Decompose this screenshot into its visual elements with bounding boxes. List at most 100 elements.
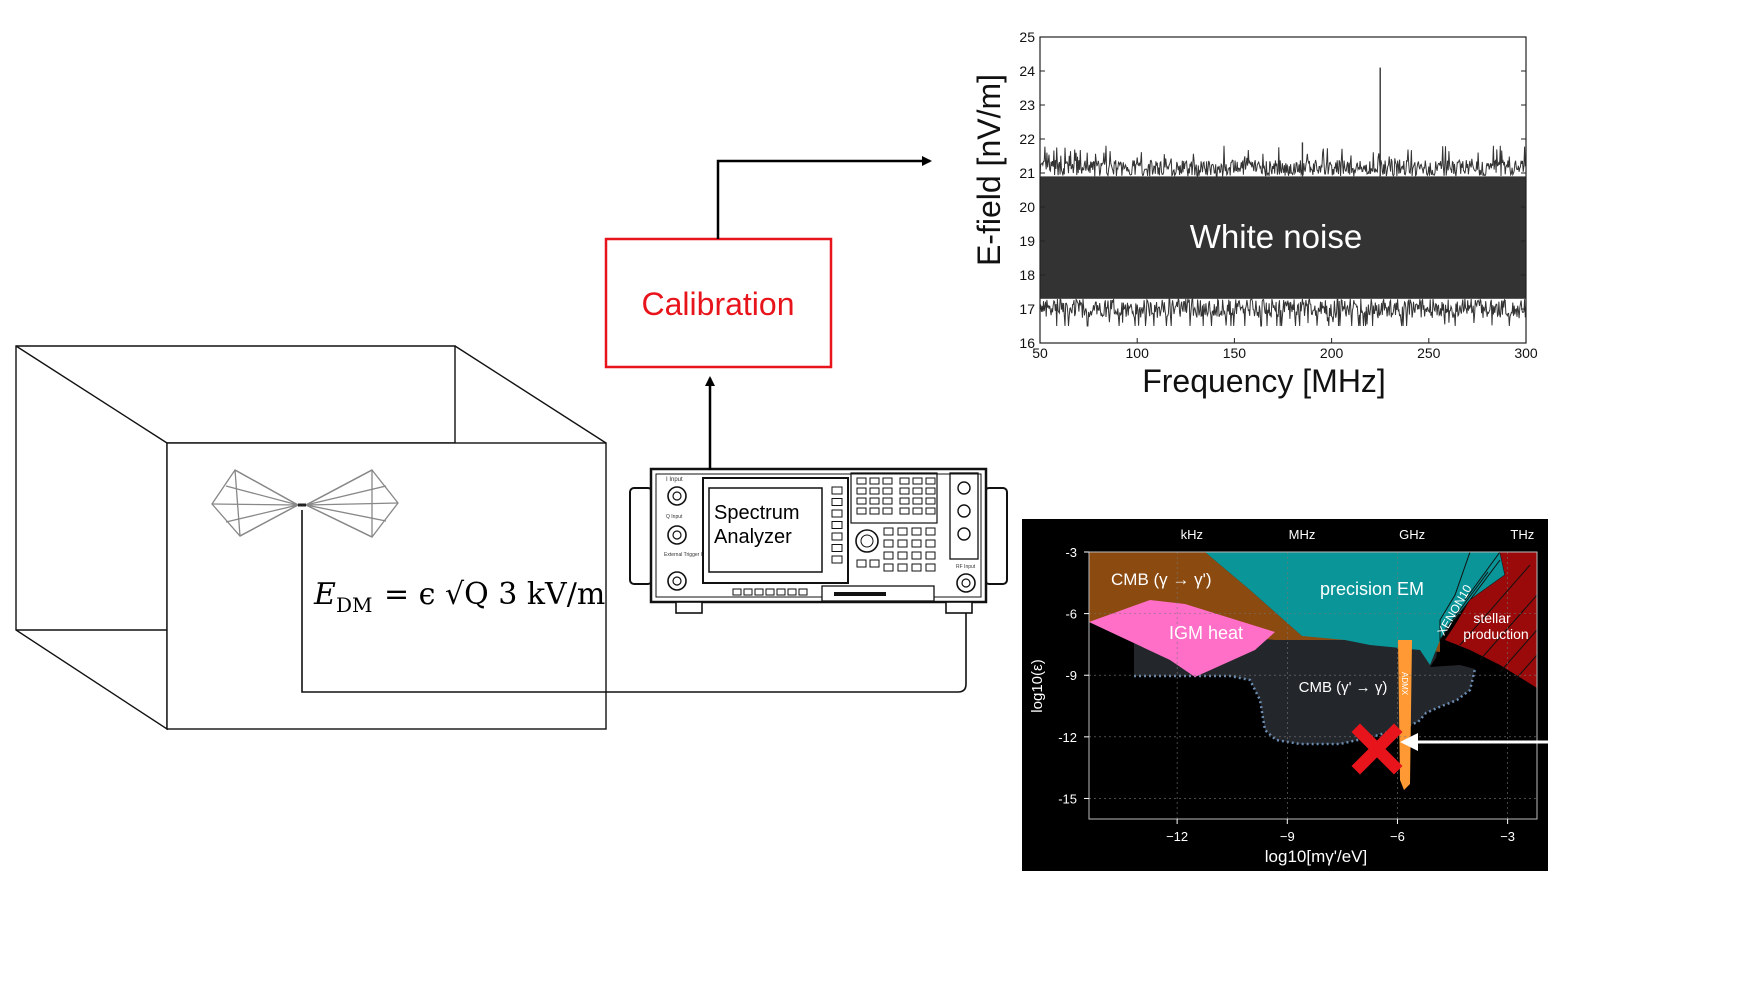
keypad-button[interactable]: [899, 507, 910, 515]
rf-input-port-icon[interactable]: [956, 573, 976, 593]
softkey-button[interactable]: [831, 544, 843, 552]
bottom-button[interactable]: [754, 588, 764, 596]
numeric-key[interactable]: [911, 551, 922, 560]
numeric-key[interactable]: [897, 551, 908, 560]
white-arrow-icon: [1400, 733, 1548, 751]
keypad-button[interactable]: [925, 497, 936, 505]
keypad-button[interactable]: [882, 487, 893, 495]
noise-y-tick-label: 22: [1019, 131, 1035, 147]
analyzer-right-foot: [945, 601, 973, 614]
nav-key[interactable]: [856, 559, 867, 568]
keypad-button[interactable]: [856, 507, 867, 515]
exclusion-plot-frame: [1088, 551, 1538, 820]
keypad-button[interactable]: [869, 487, 880, 495]
keypad-button[interactable]: [856, 477, 867, 485]
keypad-button[interactable]: [912, 497, 923, 505]
keypad-button[interactable]: [869, 497, 880, 505]
exclusion-top-axis-label: kHz: [1181, 527, 1203, 542]
keypad-button[interactable]: [925, 487, 936, 495]
bottom-button[interactable]: [776, 588, 786, 596]
bottom-button[interactable]: [732, 588, 742, 596]
aux-port-2-icon[interactable]: [957, 504, 971, 518]
numeric-key[interactable]: [883, 539, 894, 548]
exclusion-top-axis-label: GHz: [1399, 527, 1425, 542]
exclusion-y-tick-label: -6: [1065, 607, 1077, 622]
analyzer-bottom-buttons[interactable]: [732, 588, 808, 596]
softkey-button[interactable]: [831, 555, 843, 564]
white-noise-annotation: White noise: [1190, 218, 1362, 255]
numeric-key[interactable]: [897, 527, 908, 536]
noise-y-tick-label: 17: [1019, 301, 1035, 317]
i-input-port-icon[interactable]: [667, 486, 687, 506]
keypad-button[interactable]: [912, 487, 923, 495]
keypad-button[interactable]: [899, 497, 910, 505]
exclusion-y-axis-label: log10(ε): [1029, 659, 1046, 712]
noise-trace: [1040, 67, 1526, 327]
numeric-key[interactable]: [925, 527, 936, 536]
numeric-key[interactable]: [911, 563, 922, 572]
exclusion-top-axis-label: MHz: [1289, 527, 1316, 542]
keypad-button[interactable]: [925, 477, 936, 485]
numeric-key[interactable]: [911, 527, 922, 536]
numeric-key[interactable]: [883, 527, 894, 536]
keypad-button[interactable]: [912, 507, 923, 515]
exclusion-x-tick-label: −6: [1390, 829, 1405, 844]
keypad-button[interactable]: [869, 507, 880, 515]
numeric-key[interactable]: [925, 539, 936, 548]
analyzer-drive-opening: [834, 592, 886, 596]
softkey-button[interactable]: [831, 532, 843, 541]
numeric-key[interactable]: [883, 551, 894, 560]
noise-y-tick-label: 23: [1019, 97, 1035, 113]
trigger-port-icon[interactable]: [667, 571, 687, 591]
softkey-button[interactable]: [831, 486, 843, 495]
bottom-button[interactable]: [798, 588, 808, 596]
keypad-button[interactable]: [925, 507, 936, 515]
keypad-button[interactable]: [899, 487, 910, 495]
aux-port-3-icon[interactable]: [957, 527, 971, 541]
numeric-key[interactable]: [925, 563, 936, 572]
keypad-button[interactable]: [856, 497, 867, 505]
q-input-port-icon[interactable]: [667, 525, 687, 545]
keypad-button[interactable]: [882, 477, 893, 485]
numeric-key[interactable]: [897, 563, 908, 572]
shielded-enclosure: [15, 345, 607, 731]
analyzer-screen: [708, 487, 823, 573]
keypad-button[interactable]: [882, 497, 893, 505]
exclusion-x-tick-label: −3: [1500, 829, 1515, 844]
keypad-button[interactable]: [869, 477, 880, 485]
softkey-button[interactable]: [831, 521, 843, 529]
softkey-button[interactable]: [831, 509, 843, 518]
numeric-key[interactable]: [911, 539, 922, 548]
numeric-key[interactable]: [925, 551, 936, 560]
spectrum-analyzer[interactable]: I Input Q Input External Trigger Input S…: [629, 467, 1008, 614]
nav-key[interactable]: [869, 559, 880, 568]
numeric-key[interactable]: [883, 563, 894, 572]
keypad-button[interactable]: [899, 477, 910, 485]
noise-y-tick-label: 19: [1019, 233, 1035, 249]
numeric-key[interactable]: [897, 539, 908, 548]
exclusion-x-tick-label: −9: [1280, 829, 1295, 844]
analyzer-keypad[interactable]: [856, 477, 936, 572]
calibration-label: Calibration: [642, 286, 795, 322]
bottom-button[interactable]: [765, 588, 775, 596]
bottom-button[interactable]: [787, 588, 797, 596]
noise-upper-envelope: [1040, 145, 1526, 178]
analyzer-label-line2: Analyzer: [714, 526, 792, 548]
noise-x-tick-label: 300: [1514, 345, 1538, 361]
aux-port-icon[interactable]: [957, 481, 971, 495]
softkey-button[interactable]: [831, 498, 843, 506]
bottom-button[interactable]: [743, 588, 753, 596]
keypad-button[interactable]: [856, 487, 867, 495]
keypad-button[interactable]: [882, 507, 893, 515]
noise-x-tick-label: 50: [1032, 345, 1048, 361]
screen-softkeys[interactable]: [831, 486, 843, 564]
region-cmb-boundary: [1134, 668, 1477, 746]
keypad-button[interactable]: [912, 477, 923, 485]
noise-lower-envelope: [1040, 297, 1526, 327]
exclusion-y-tick-label: -12: [1058, 730, 1077, 745]
exclusion-region-label: stellar: [1473, 610, 1511, 626]
noise-x-tick-label: 250: [1417, 345, 1441, 361]
analyzer-right-handle: [984, 487, 1008, 585]
biconical-antenna-icon: [211, 469, 399, 538]
analyzer-knob-icon[interactable]: [855, 529, 879, 553]
